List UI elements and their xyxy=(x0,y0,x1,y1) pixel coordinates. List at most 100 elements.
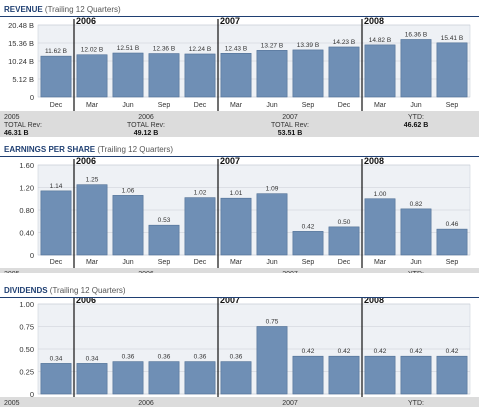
y-tick-label: 5.12 B xyxy=(12,75,34,84)
eps-title-rule xyxy=(0,156,479,157)
eps-section: EARNINGS PER SHARE (Trailing 12 Quarters… xyxy=(0,140,479,273)
revenue-subtitle: (Trailing 12 Quarters) xyxy=(44,5,121,14)
revenue-chart: 0 5.12 B 10.24 B 15.36 B 20.48 B 2006 2007 2008… xyxy=(0,17,479,137)
category-label: Sep xyxy=(446,102,459,109)
revenue-section: REVENUE (Trailing 12 Quarters) 0 5.12 B 10… xyxy=(0,0,479,137)
bar xyxy=(364,198,396,256)
eps-subtitle: (Trailing 12 Quarters) xyxy=(97,145,174,154)
bar-value-label: 0.34 xyxy=(50,355,63,362)
bar xyxy=(76,184,108,256)
bar xyxy=(148,361,180,395)
bar-value-label: 15.41 B xyxy=(441,35,463,42)
bar xyxy=(436,228,468,256)
category-label: Dec xyxy=(194,102,207,109)
bar xyxy=(112,361,144,395)
summary-band xyxy=(0,397,479,407)
summary-year: 2007 xyxy=(282,400,298,407)
bar-value-label: 12.02 B xyxy=(81,47,103,54)
bar-value-label: 0.36 xyxy=(194,354,207,361)
summary-band xyxy=(0,111,479,137)
eps-title-text: EARNINGS PER SHARE xyxy=(4,145,96,154)
y-tick-label: 10.24 B xyxy=(8,57,34,66)
bar xyxy=(220,53,252,98)
year-label: 2006 xyxy=(76,298,96,305)
bar-value-label: 1.14 xyxy=(50,183,63,190)
bar xyxy=(76,363,108,395)
year-label: 2007 xyxy=(220,157,240,166)
bar xyxy=(292,355,324,395)
summary-value: 46.62 B xyxy=(404,122,429,129)
summary-year: 2005 xyxy=(4,400,20,407)
bar xyxy=(40,55,72,98)
dividends-title-rule xyxy=(0,297,479,298)
summary-year: 2005 xyxy=(4,114,20,121)
bar-value-label: 1.09 xyxy=(266,186,279,193)
category-label: Mar xyxy=(374,102,387,109)
category-label: Sep xyxy=(158,259,171,266)
category-label: Mar xyxy=(230,102,243,109)
y-tick-label: 0.75 xyxy=(19,323,34,332)
summary-value: 53.51 B xyxy=(278,130,303,137)
bar-value-label: 14.82 B xyxy=(369,37,391,44)
bar xyxy=(436,42,468,98)
summary-year: YTD: xyxy=(408,271,424,273)
dividends-title: DIVIDENDS (Trailing 12 Quarters) xyxy=(4,285,126,297)
bar xyxy=(184,361,216,395)
y-tick-label: 0 xyxy=(30,390,34,399)
summary-year: 2006 xyxy=(138,114,154,121)
bar xyxy=(40,363,72,395)
y-tick-label: 0 xyxy=(30,93,34,102)
bar xyxy=(328,226,360,256)
y-tick-label: 15.36 B xyxy=(8,39,34,48)
bar-value-label: 0.34 xyxy=(86,355,99,362)
bar-value-label: 1.02 xyxy=(194,190,207,197)
category-label: Sep xyxy=(302,259,315,266)
y-tick-label: 0 xyxy=(30,251,34,260)
bar-value-label: 1.00 xyxy=(374,191,387,198)
bar-value-label: 0.36 xyxy=(230,354,243,361)
y-tick-label: 0.40 xyxy=(19,229,34,238)
bar-value-label: 0.42 xyxy=(302,348,315,355)
bar-value-label: 0.36 xyxy=(122,354,135,361)
bar-value-label: 11.62 B xyxy=(45,48,67,55)
bar xyxy=(184,53,216,98)
year-label: 2007 xyxy=(220,17,240,26)
year-label: 2006 xyxy=(76,157,96,166)
bar xyxy=(256,193,288,256)
category-label: Dec xyxy=(338,259,351,266)
bar-value-label: 0.53 xyxy=(158,217,171,224)
bar-value-label: 0.42 xyxy=(446,348,459,355)
bar-value-label: 16.36 B xyxy=(405,31,427,38)
bar xyxy=(148,53,180,98)
category-label: Dec xyxy=(50,102,63,109)
bar-value-label: 0.46 xyxy=(446,221,459,228)
dividends-title-text: DIVIDENDS xyxy=(4,286,48,295)
bar xyxy=(220,361,252,395)
bar-value-label: 13.27 B xyxy=(261,42,283,49)
category-label: Mar xyxy=(374,259,387,266)
category-label: Dec xyxy=(338,102,351,109)
dividends-chart: 0 0.25 0.50 0.75 1.00 2006 2007 2008 0.34 0.34 0.3… xyxy=(0,298,479,407)
revenue-title-rule xyxy=(0,16,479,17)
summary-year: 2007 xyxy=(282,114,298,121)
summary-year: YTD: xyxy=(408,400,424,407)
bar-value-label: 0.50 xyxy=(338,219,351,226)
bar-value-label: 0.42 xyxy=(410,348,423,355)
category-label: Sep xyxy=(302,102,315,109)
bar-value-label: 13.39 B xyxy=(297,42,319,49)
summary-label: TOTAL Rev: xyxy=(271,122,309,129)
category-label: Jun xyxy=(122,102,133,109)
summary-band xyxy=(0,268,479,273)
bar xyxy=(400,355,432,395)
category-label: Mar xyxy=(86,102,99,109)
category-label: Dec xyxy=(50,259,63,266)
year-label: 2008 xyxy=(364,157,384,166)
bar-value-label: 0.36 xyxy=(158,354,171,361)
summary-label: TOTAL Rev: xyxy=(4,122,42,129)
bar xyxy=(184,197,216,256)
bar-value-label: 0.42 xyxy=(302,223,315,230)
revenue-title: REVENUE (Trailing 12 Quarters) xyxy=(4,4,121,16)
bar xyxy=(256,326,288,395)
category-label: Jun xyxy=(410,102,421,109)
year-label: 2007 xyxy=(220,298,240,305)
